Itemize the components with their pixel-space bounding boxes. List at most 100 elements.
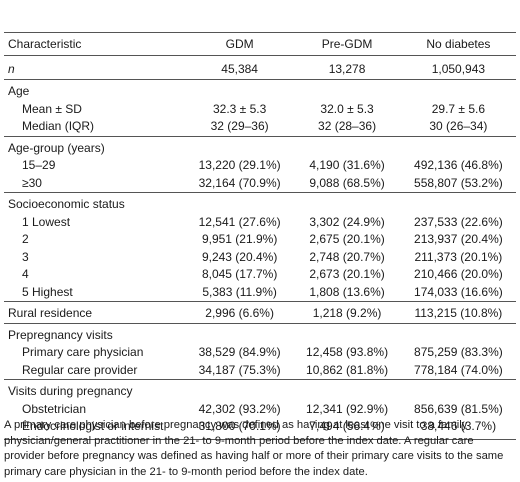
cell-value [293,79,401,101]
cell-value: 45,384 [221,62,258,76]
cell-value: 12,341 (92.9%) [306,401,389,416]
table-body: n 45,384 13,278 1,050,943 Age Mean ± SD 32… [4,56,516,440]
cell-value [400,192,516,214]
table-row: Regular care provider 34,187 (75.3%) 10,86… [4,362,516,380]
row-label: Primary care physician [22,345,144,360]
cell-value: 12,541 (27.6%) [198,214,281,229]
characteristics-table: Characteristic GDM Pre-GDM No diabetes n… [4,32,516,440]
cell-value: 4,190 (31.6%) [309,158,385,173]
header-characteristic: Characteristic [4,32,186,56]
header-no-diabetes: No diabetes [400,32,516,56]
cell-value: 7,494 (56.4%) [293,418,401,440]
cell-value: 13,278 [328,62,366,76]
section-header-row: Age [4,79,516,101]
cell-value [185,379,294,401]
cell-value: 778,184 (74.0%) [414,362,503,377]
table-row: Median (IQR) 32 (29–36) 32 (28–36) 30 (26–3… [4,118,516,136]
cell-value: 1,050,943 [431,62,486,76]
cell-value: 856,639 (81.5%) [414,401,503,416]
cell-value: 1,218 (9.2%) [293,301,401,323]
header-gdm: GDM [185,32,294,56]
row-label: 1 Lowest [22,214,71,229]
cell-value [293,135,401,157]
table-row: 3 9,243 (20.4%) 2,748 (20.7%) 211,373 (20.1… [4,249,516,267]
cell-value [400,379,516,401]
section-title: Age [4,79,186,101]
row-label: 4 [22,267,29,282]
cell-value: 213,937 (20.4%) [414,232,503,247]
cell-value: 32.3 ± 5.3 [212,101,267,116]
cell-value: 237,533 (22.6%) [414,214,503,229]
section-title: Visits during pregnancy [4,379,186,401]
cell-value [185,322,294,344]
cell-value [293,322,401,344]
cell-value [400,79,516,101]
header-pre-gdm: Pre-GDM [293,32,401,56]
cell-value: 558,807 (53.2%) [414,175,503,190]
cell-value: 34,187 (75.3%) [198,362,281,377]
cell-value: 211,373 (20.1%) [414,249,503,264]
cell-value: 38,446 (3.7%) [400,418,516,440]
table-row: 1 Lowest 12,541 (27.6%) 3,302 (24.9%) 237,5… [4,214,516,232]
row-label: Obstetrician [22,401,87,416]
cell-value [293,379,401,401]
cell-value: 3,302 (24.9%) [309,214,385,229]
cell-value: 9,243 (20.4%) [201,249,278,264]
row-label: Mean ± SD [22,101,82,116]
cell-value: 38,529 (84.9%) [198,345,281,360]
cell-value: 32 (28–36) [318,119,377,134]
cell-value: 32.0 ± 5.3 [320,101,374,116]
cell-value: 210,466 (20.0%) [414,267,503,282]
table-row: 2 9,951 (21.9%) 2,675 (20.1%) 213,937 (20.4… [4,231,516,249]
cell-value: 9,951 (21.9%) [201,232,278,247]
cell-value [293,192,401,214]
table-row: ≥30 32,164 (70.9%) 9,088 (68.5%) 558,807 (5… [4,175,516,193]
table-row: Mean ± SD 32.3 ± 5.3 32.0 ± 5.3 29.7 ± 5.6 [4,101,516,119]
row-label: ≥30 [22,175,42,190]
table-row: Primary care physician 38,529 (84.9%) 12,4… [4,344,516,362]
cell-value [185,79,294,101]
table-footnote: A primary care physician before pregnanc… [4,419,504,478]
row-label: Regular care provider [22,362,138,377]
cell-value: 12,458 (93.8%) [306,345,389,360]
cell-value [185,192,294,214]
cell-value: 2,673 (20.1%) [309,267,385,282]
cell-value: 1,808 (13.6%) [309,284,385,299]
row-label: 5 Highest [22,284,73,299]
cell-value: 8,045 (17.7%) [201,267,278,282]
row-label: 3 [22,249,29,264]
cell-value: 2,675 (20.1%) [309,232,385,247]
section-title: Rural residence [4,301,186,323]
cell-value [400,322,516,344]
cell-value: 174,033 (16.6%) [414,284,503,299]
cell-value: 2,996 (6.6%) [185,301,294,323]
table-row: Obstetrician 42,302 (93.2%) 12,341 (92.9%)… [4,401,516,419]
section-title: Socioeconomic status [4,192,186,214]
cell-value: 2,748 (20.7%) [309,249,385,264]
row-label: Endocrinologist or internist [4,418,186,440]
table-row: 4 8,045 (17.7%) 2,673 (20.1%) 210,466 (20.0… [4,266,516,284]
section-header-row: Visits during pregnancy [4,379,516,401]
row-label: 2 [22,232,29,247]
table-row: Endocrinologist or internist 31,800 (70.1… [4,418,516,440]
cell-value [185,135,294,157]
cell-value: 113,215 (10.8%) [400,301,516,323]
cell-value: 32,164 (70.9%) [198,175,281,190]
section-title: Prepregnancy visits [4,322,186,344]
cell-value: 31,800 (70.1%) [185,418,294,440]
row-label: 15–29 [22,158,56,173]
section-header-row: Socioeconomic status [4,192,516,214]
cell-value [400,135,516,157]
cell-value: 875,259 (83.3%) [414,345,503,360]
table-row: 15–29 13,220 (29.1%) 4,190 (31.6%) 492,136 … [4,157,516,175]
cell-value: 32 (29–36) [210,119,269,134]
cell-value: 5,383 (11.9%) [202,284,277,299]
cell-value: 10,862 (81.8%) [306,362,389,377]
section-title: Age-group (years) [4,135,186,157]
cell-value: 42,302 (93.2%) [198,401,281,416]
row-label: n [8,62,15,76]
cell-value: 492,136 (46.8%) [414,158,503,173]
table-header-row: Characteristic GDM Pre-GDM No diabetes [4,32,516,56]
section-header-row: Prepregnancy visits [4,322,516,344]
